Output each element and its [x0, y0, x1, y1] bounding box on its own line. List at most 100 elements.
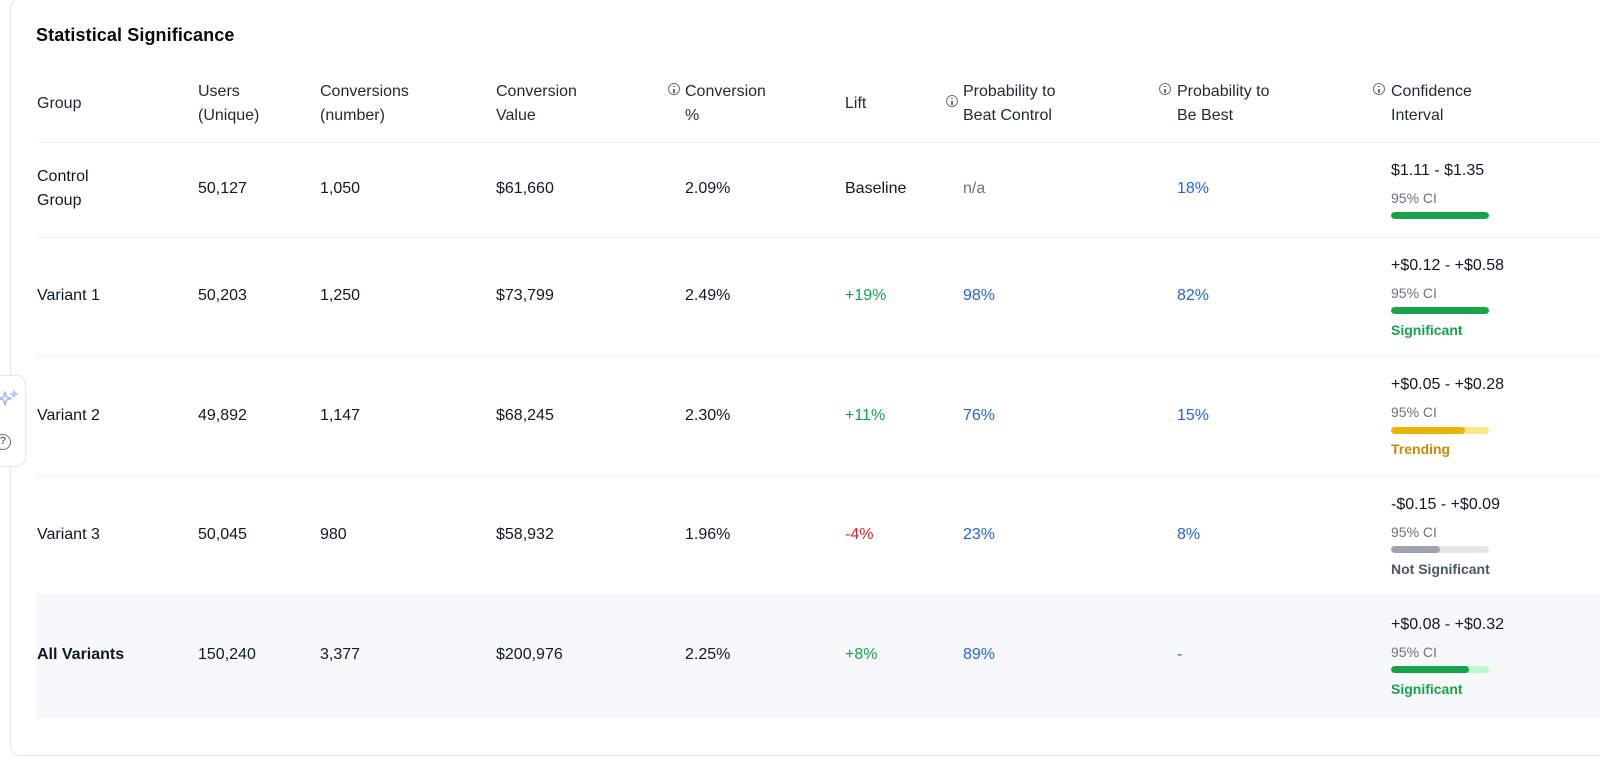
- users-cell: 150,240: [198, 646, 256, 663]
- ci-progress-fill: [1391, 666, 1470, 673]
- header-prob-best-line2: Be Best: [1177, 107, 1234, 124]
- divider: [36, 595, 1600, 596]
- header-conversions-line1: Conversions: [320, 83, 409, 100]
- confidence-interval-info-icon[interactable]: [1373, 83, 1385, 95]
- divider: [36, 142, 1600, 143]
- prob-best-cell: 82%: [1177, 287, 1210, 304]
- header-ci-line1: Confidence: [1391, 83, 1472, 100]
- ci-progress-bar: [1391, 546, 1489, 553]
- conversion-pct-cell: 1.96%: [685, 526, 731, 543]
- group-name-cell: Variant 3: [37, 526, 100, 543]
- group-name-cell: Variant 2: [37, 407, 100, 424]
- header-prob-beat-line1: Probability to: [963, 83, 1056, 100]
- conversion-pct-cell: 2.30%: [685, 407, 731, 424]
- users-cell: 50,203: [198, 287, 247, 304]
- header-users-line1: Users: [198, 83, 240, 100]
- ci-progress-bar: [1391, 427, 1489, 434]
- ci-label: 95% CI: [1391, 524, 1437, 540]
- prob-beat-cell: 76%: [963, 407, 996, 424]
- header-confidence-interval: Confidence Interval: [1391, 80, 1472, 128]
- ci-range: +$0.08 - +$0.32: [1391, 616, 1504, 633]
- ci-label: 95% CI: [1391, 285, 1437, 301]
- prob-best-cell: 8%: [1177, 526, 1201, 543]
- prob-best-cell: 18%: [1177, 180, 1210, 197]
- conversion-pct-cell: 2.49%: [685, 287, 731, 304]
- prob-best-cell: 15%: [1177, 407, 1210, 424]
- conversions-cell: 980: [320, 526, 347, 543]
- conversions-cell: 3,377: [320, 646, 361, 663]
- ci-label: 95% CI: [1391, 644, 1437, 660]
- side-widget[interactable]: ?: [0, 375, 26, 467]
- group-name-line1: Control: [37, 168, 89, 185]
- ci-progress-fill: [1391, 427, 1466, 434]
- conversion-value-cell: $73,799: [496, 287, 554, 304]
- prob-beat-info-icon[interactable]: [946, 95, 958, 107]
- ci-range: +$0.12 - +$0.58: [1391, 257, 1504, 274]
- header-prob-best-line1: Probability to: [1177, 83, 1270, 100]
- conversion-pct-cell: 2.25%: [685, 646, 731, 663]
- header-conversion-pct-line1: Conversion: [685, 83, 766, 100]
- significance-status: Not Significant: [1391, 561, 1490, 577]
- header-conversions: Conversions (number): [320, 80, 409, 128]
- users-cell: 49,892: [198, 407, 247, 424]
- lift-cell: +19%: [845, 287, 887, 304]
- divider: [36, 476, 1600, 477]
- ci-range: -$0.15 - +$0.09: [1391, 496, 1500, 513]
- significance-status: Significant: [1391, 681, 1463, 697]
- row-control-group-name: Control Group: [37, 165, 89, 213]
- lift-cell: -4%: [845, 526, 874, 543]
- ci-progress-fill: [1391, 212, 1489, 219]
- sparkle-icon[interactable]: [0, 388, 21, 412]
- ci-progress-bar: [1391, 307, 1489, 314]
- conversion-value-cell: $200,976: [496, 646, 563, 663]
- ci-progress-bar: [1391, 666, 1489, 673]
- header-prob-beat-control: Probability to Beat Control: [963, 80, 1056, 128]
- group-name-cell: All Variants: [37, 646, 125, 663]
- conversion-value-cell: $68,245: [496, 407, 554, 424]
- header-conversion-value: Conversion Value: [496, 80, 577, 128]
- help-icon[interactable]: ?: [0, 434, 11, 450]
- header-conversion-pct-line2: %: [685, 107, 700, 124]
- header-conversion-value-line1: Conversion: [496, 83, 577, 100]
- users-cell: 50,127: [198, 180, 247, 197]
- ci-label: 95% CI: [1391, 190, 1437, 206]
- ci-progress-fill: [1391, 307, 1489, 314]
- conversion-pct-cell: 2.09%: [685, 180, 731, 197]
- header-users: Users (Unique): [198, 80, 259, 128]
- header-prob-beat-line2: Beat Control: [963, 107, 1052, 124]
- header-ci-line2: Interval: [1391, 107, 1444, 124]
- divider: [36, 237, 1600, 238]
- conversions-cell: 1,050: [320, 180, 361, 197]
- ci-label: 95% CI: [1391, 404, 1437, 420]
- users-cell: 50,045: [198, 526, 247, 543]
- header-users-line2: (Unique): [198, 107, 260, 124]
- significance-status: Trending: [1391, 441, 1451, 457]
- header-lift: Lift: [845, 95, 867, 112]
- ci-range: $1.11 - $1.35: [1391, 162, 1485, 179]
- prob-beat-cell: 89%: [963, 646, 996, 663]
- header-conversions-line2: (number): [320, 107, 385, 124]
- significance-status: Significant: [1391, 322, 1463, 338]
- prob-beat-cell: 23%: [963, 526, 996, 543]
- conversion-value-cell: $58,932: [496, 526, 554, 543]
- group-name-cell: Variant 1: [37, 287, 100, 304]
- lift-cell: +11%: [845, 407, 886, 424]
- divider: [36, 716, 1600, 717]
- section-title: Statistical Significance: [36, 25, 235, 45]
- group-name-line2: Group: [37, 192, 82, 209]
- lift-cell: Baseline: [845, 180, 907, 197]
- conversion-pct-info-icon[interactable]: [668, 83, 680, 95]
- prob-beat-cell: n/a: [963, 180, 986, 197]
- lift-cell: +8%: [845, 646, 878, 663]
- prob-best-cell: -: [1177, 646, 1183, 663]
- header-group: Group: [37, 95, 82, 112]
- summary-row-background: [36, 595, 1600, 716]
- conversions-cell: 1,250: [320, 287, 361, 304]
- ci-range: +$0.05 - +$0.28: [1391, 376, 1504, 393]
- prob-beat-cell: 98%: [963, 287, 996, 304]
- ci-progress-bar: [1391, 212, 1489, 219]
- header-conversion-value-line2: Value: [496, 107, 536, 124]
- prob-best-info-icon[interactable]: [1159, 83, 1171, 95]
- conversion-value-cell: $61,660: [496, 180, 554, 197]
- header-conversion-pct: Conversion %: [685, 80, 766, 128]
